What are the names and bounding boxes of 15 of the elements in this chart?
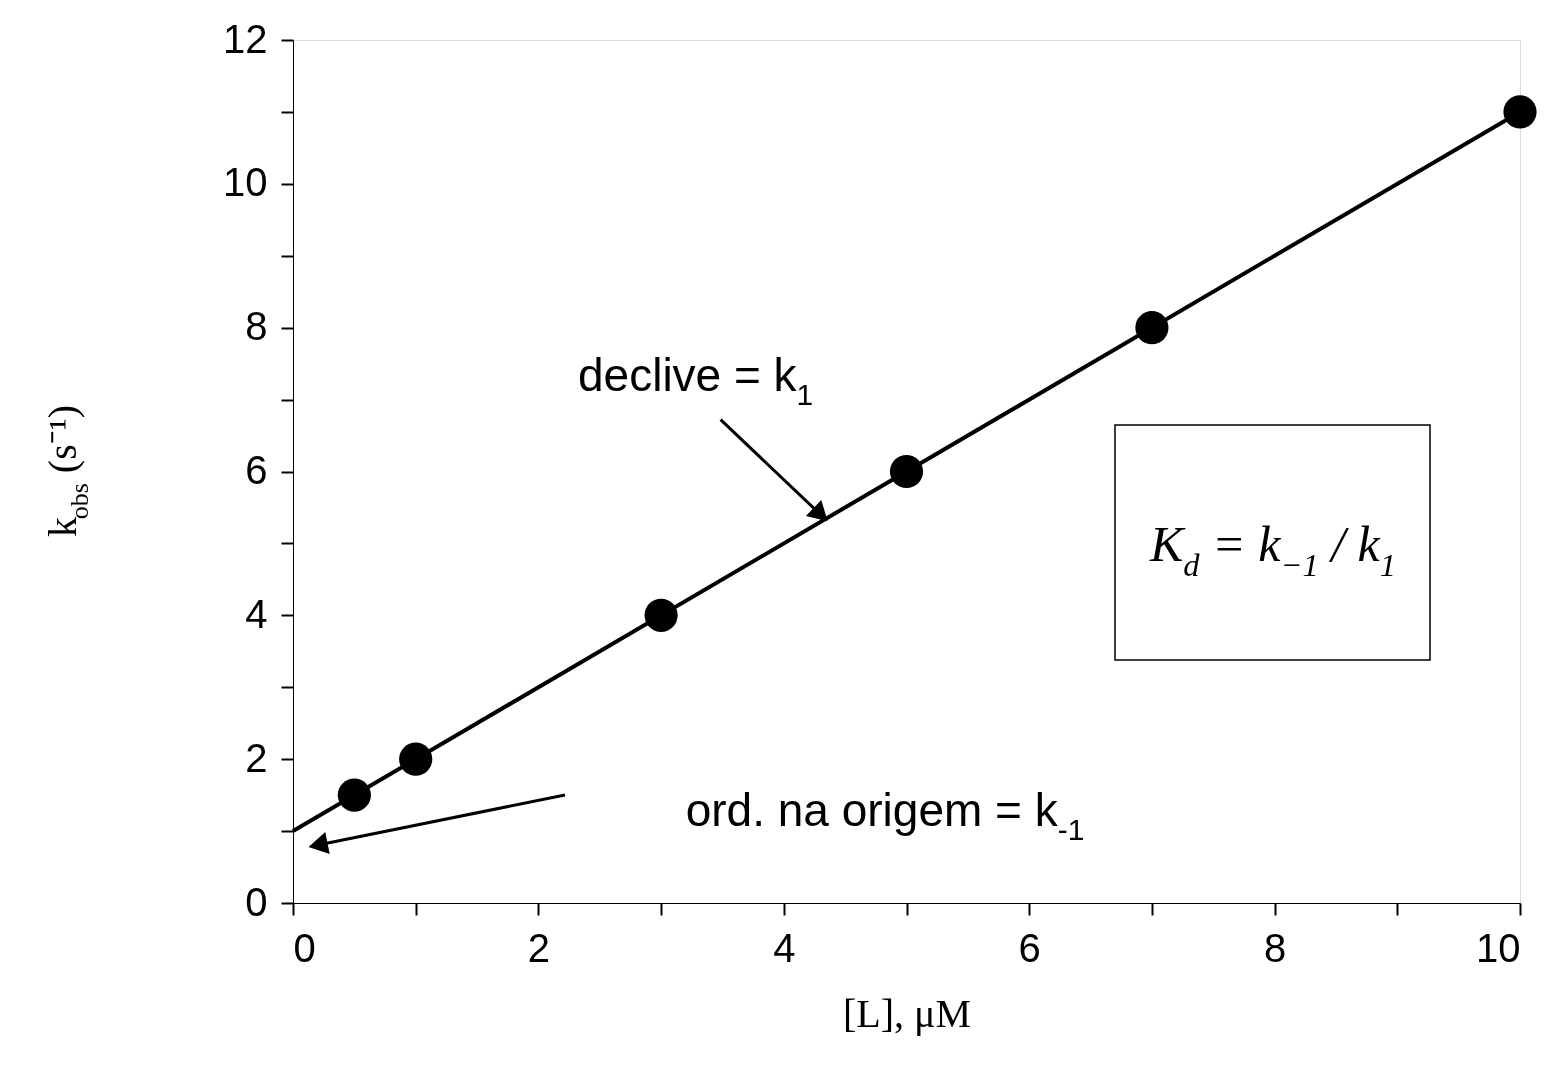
x-tick-label: 0 (293, 925, 316, 970)
x-axis-title: [L], μM (842, 990, 972, 1036)
y-tick-label: 0 (245, 879, 268, 924)
y-tick-label: 10 (223, 160, 268, 205)
y-tick-label: 8 (245, 304, 268, 349)
y-tick-label: 6 (245, 448, 268, 492)
y-axis-title: kobs (s⁻¹) (40, 404, 94, 538)
x-tick-label: 8 (1263, 925, 1287, 970)
y-tick-label: 12 (223, 16, 268, 61)
y-tick-label: 4 (245, 591, 268, 636)
x-tick-label: 2 (527, 925, 551, 970)
x-tick-label: 4 (773, 925, 796, 970)
y-tick-label: 2 (245, 735, 268, 780)
x-tick-label: 10 (1476, 925, 1521, 970)
x-tick-label: 6 (1018, 925, 1041, 970)
